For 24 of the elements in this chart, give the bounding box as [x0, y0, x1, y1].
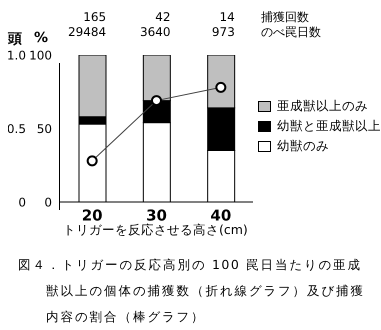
x-tick-label: 20: [82, 206, 103, 225]
x-tick-label: 40: [210, 206, 232, 225]
text: 165: [83, 10, 106, 24]
legend-label: 亜成獣以上のみ: [276, 97, 369, 115]
x-tick-label: 30: [146, 206, 167, 225]
text: 図４．トリガーの反応高別の 100 罠日当たりの亜成獣以上の個体の捕獲数（折れ線グラフ）及び捕獲内容の割合（棒グラフ）: [18, 256, 366, 326]
y2-tick-label: 1.0: [6, 48, 26, 62]
y2-tick-label: 0: [18, 195, 26, 210]
y2-axis-title: 頭: [8, 30, 22, 48]
text: 捕獲回数: [261, 10, 310, 25]
legend-label: 幼獣のみ: [276, 137, 330, 155]
y-tick-label: 100: [29, 48, 52, 62]
text: 3640: [140, 25, 170, 39]
y-axis-title: %: [34, 30, 48, 46]
x-axis-title: トリガーを反応させる高さ(cm): [63, 222, 248, 239]
text: のべ罠日数: [261, 25, 321, 40]
y-tick-label: 0: [44, 195, 52, 210]
text: 14: [220, 10, 235, 24]
y-tick-label: 50: [36, 122, 52, 136]
text: 42: [155, 10, 170, 24]
text: 973: [212, 25, 235, 39]
legend-label: 幼獣と亜成獣以上: [276, 117, 381, 135]
y2-tick-label: 0.5: [6, 122, 26, 136]
text: 29484: [68, 25, 106, 39]
